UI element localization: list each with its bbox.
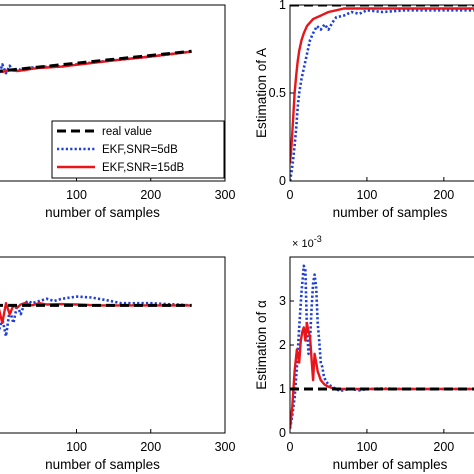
series-line-ekf-snr-5db-top-left <box>0 50 192 77</box>
x-tick-label: 200 <box>140 188 161 202</box>
series-line-real-value-top-left <box>0 49 192 73</box>
series-line-ekf-snr-15db-bottom-right <box>290 321 474 429</box>
y-tick-label: 0 <box>279 426 286 440</box>
axes-frame-bottom-left <box>0 256 226 434</box>
x-tick-label: 200 <box>433 188 454 202</box>
y-tick-label: 0 <box>279 174 286 188</box>
y-tick-label: 3 <box>279 294 286 308</box>
y-axis-exponent-bottom-right: × 10-3 <box>292 234 322 250</box>
axes-frame-top-left <box>0 4 226 182</box>
panel-bottom-left: 100 200 300 number of samples <box>0 256 236 472</box>
y-axis-label-bottom-right: Estimation of α <box>254 300 269 390</box>
legend-entry-ekf-snr-15db: EKF,SNR=15dB <box>102 162 184 174</box>
panel-top-left: 100 200 300 number of samples real value EK… <box>0 4 236 220</box>
y-tick-label: 1 <box>279 382 286 396</box>
x-tick-label: 100 <box>66 440 87 454</box>
x-axis-label-bottom-right: number of samples <box>333 457 448 472</box>
legend-entry-real-value: real value <box>102 126 152 138</box>
x-tick-label: 100 <box>356 188 377 202</box>
panel-bottom-right: 0 100 200 0 1 2 3 number of samples Estimation… <box>254 234 474 472</box>
y-axis-label-top-right: Estimation of A <box>254 48 269 138</box>
legend: real value EKF,SNR=5dB EKF,SNR=15dB <box>51 120 225 179</box>
y-tick-label: 0.5 <box>269 86 286 100</box>
exponent-power: -3 <box>314 234 322 244</box>
x-axis-label-top-left: number of samples <box>45 205 160 220</box>
x-axis-label-top-right: number of samples <box>333 205 448 220</box>
exponent-base: × 10 <box>292 238 314 250</box>
x-axis-label-bottom-left: number of samples <box>45 457 160 472</box>
series-line-ekf-snr-5db-top-right <box>290 9 474 181</box>
x-tick-label: 200 <box>140 440 161 454</box>
axes-frame-top-right <box>289 4 474 182</box>
x-tick-label: 300 <box>215 440 236 454</box>
x-tick-label: 200 <box>433 440 454 454</box>
x-tick-label: 0 <box>287 440 294 454</box>
series-line-ekf-snr-15db-top-right <box>290 7 474 164</box>
y-tick-label: 1 <box>279 0 286 12</box>
legend-entry-ekf-snr-5db: EKF,SNR=5dB <box>102 144 178 156</box>
axes-frame-bottom-right <box>289 256 474 434</box>
x-tick-label: 100 <box>356 440 377 454</box>
panel-top-right: 0 100 200 0 0.5 1 number of samples Estimatio… <box>254 0 474 220</box>
y-tick-label: 2 <box>279 338 286 352</box>
x-tick-label: 300 <box>215 188 236 202</box>
x-tick-label: 100 <box>66 188 87 202</box>
x-tick-label: 0 <box>287 188 294 202</box>
series-line-ekf-snr-5db-bottom-right <box>290 264 474 429</box>
